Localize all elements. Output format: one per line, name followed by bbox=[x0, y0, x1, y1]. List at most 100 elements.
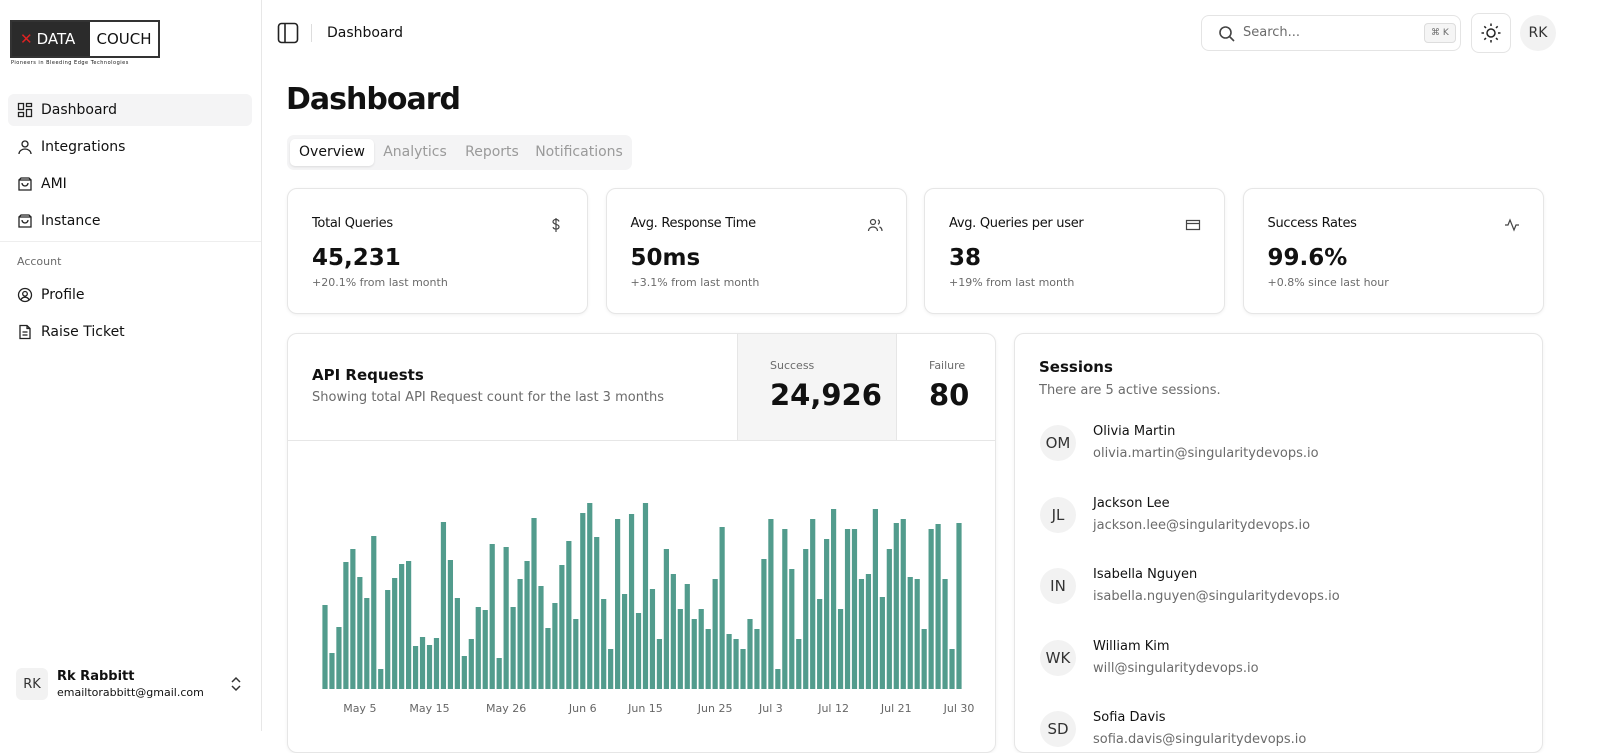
bar bbox=[496, 658, 502, 689]
panel-title: Sessions bbox=[1039, 358, 1113, 376]
bar bbox=[412, 646, 419, 689]
nav-item[interactable]: Instance bbox=[41, 213, 101, 229]
breadcrumb[interactable]: Dashboard bbox=[327, 25, 403, 41]
nav-item[interactable]: Integrations bbox=[41, 139, 126, 155]
bar bbox=[608, 649, 614, 689]
bar bbox=[907, 577, 913, 689]
session-email: olivia.martin@singularitydevops.io bbox=[1093, 446, 1319, 461]
bar bbox=[482, 610, 488, 689]
nav-icon bbox=[18, 177, 32, 191]
stat-icon bbox=[867, 218, 883, 232]
user-avatar: RK bbox=[16, 668, 48, 700]
sidebar-toggle[interactable] bbox=[277, 22, 299, 44]
bar bbox=[761, 559, 767, 689]
bar bbox=[350, 549, 356, 689]
bar bbox=[392, 578, 398, 689]
session-name: Isabella Nguyen bbox=[1093, 567, 1198, 582]
theme-toggle[interactable] bbox=[1471, 13, 1511, 53]
tab[interactable]: Notifications bbox=[535, 144, 623, 160]
stat-card: Avg. Response Time 50ms +3.1% from last mo… bbox=[605, 188, 907, 314]
bar bbox=[615, 519, 621, 689]
x-tick-label: May 26 bbox=[486, 702, 526, 715]
tab[interactable]: Reports bbox=[465, 144, 519, 160]
bar bbox=[810, 519, 816, 689]
bar bbox=[364, 598, 370, 689]
x-tick-label: Jul 21 bbox=[880, 702, 912, 715]
x-tick-label: May 5 bbox=[343, 702, 376, 715]
bar bbox=[399, 564, 405, 689]
success-box[interactable] bbox=[737, 334, 896, 440]
user-email: emailtorabbitt@gmail.com bbox=[57, 686, 204, 699]
bar bbox=[454, 598, 460, 689]
panel-title: API Requests bbox=[312, 366, 424, 384]
divider bbox=[288, 440, 995, 441]
tab[interactable]: Analytics bbox=[383, 144, 447, 160]
bar bbox=[357, 577, 363, 689]
bar bbox=[789, 569, 795, 689]
bar bbox=[893, 523, 899, 689]
header-avatar[interactable]: RK bbox=[1520, 15, 1556, 51]
panel-subtitle: Showing total API Request count for the … bbox=[312, 390, 665, 405]
bar bbox=[768, 519, 774, 689]
page-title: Dashboard bbox=[286, 82, 461, 117]
bar bbox=[545, 628, 551, 689]
bar bbox=[670, 574, 676, 689]
metric-label: Failure bbox=[929, 359, 966, 372]
bar bbox=[872, 509, 878, 689]
bar bbox=[447, 560, 454, 689]
bar bbox=[782, 529, 788, 689]
bar bbox=[747, 619, 753, 689]
bar bbox=[851, 529, 858, 689]
bar bbox=[865, 574, 872, 689]
bar bbox=[524, 561, 530, 689]
nav-item[interactable]: Dashboard bbox=[41, 102, 117, 118]
nav-item[interactable]: Profile bbox=[41, 287, 85, 303]
x-tick-label: Jun 6 bbox=[568, 702, 597, 715]
bar bbox=[580, 513, 586, 689]
bar bbox=[837, 609, 844, 689]
bar bbox=[621, 594, 628, 689]
session-email: jackson.lee@singularitydevops.io bbox=[1093, 517, 1311, 533]
session-name: William Kim bbox=[1093, 638, 1170, 654]
bar bbox=[440, 522, 447, 689]
session-name: Olivia Martin bbox=[1093, 424, 1176, 439]
metric-value: 80 bbox=[929, 378, 970, 412]
nav-item[interactable]: AMI bbox=[41, 176, 67, 192]
bar bbox=[844, 529, 851, 689]
search-box[interactable]: Search... ⌘ K bbox=[1201, 15, 1461, 51]
nav-item[interactable]: Raise Ticket bbox=[41, 324, 125, 340]
bar bbox=[628, 514, 635, 689]
stat-label: Avg. Response Time bbox=[630, 216, 757, 231]
bar bbox=[336, 627, 342, 689]
bar bbox=[461, 656, 467, 689]
stat-icon bbox=[1185, 219, 1201, 231]
bar bbox=[538, 586, 544, 689]
tab[interactable]: Overview bbox=[290, 139, 374, 166]
session-email: isabella.nguyen@singularitydevops.io bbox=[1093, 589, 1340, 604]
failure-box[interactable] bbox=[896, 334, 995, 440]
shortcut: ⌘ K bbox=[1424, 23, 1456, 43]
x-tick-label: Jun 15 bbox=[627, 702, 663, 715]
bar bbox=[858, 579, 865, 689]
stat-label: Avg. Queries per user bbox=[949, 216, 1084, 231]
bar bbox=[419, 637, 426, 689]
stat-value: 38 bbox=[949, 245, 982, 271]
stat-note: +0.8% since last hour bbox=[1267, 276, 1389, 289]
bar bbox=[649, 589, 656, 689]
bar bbox=[587, 503, 593, 689]
bar bbox=[635, 613, 642, 689]
stat-label: Success Rates bbox=[1267, 216, 1357, 231]
bar bbox=[956, 523, 962, 689]
bar bbox=[928, 529, 934, 689]
nav-icon bbox=[17, 287, 33, 303]
bar bbox=[691, 619, 697, 689]
bar bbox=[642, 503, 649, 689]
bar bbox=[378, 669, 384, 689]
nav-icon bbox=[18, 214, 32, 228]
bar bbox=[329, 653, 335, 689]
section-label: Account bbox=[17, 255, 62, 268]
panel-subtitle: There are 5 active sessions. bbox=[1039, 383, 1221, 398]
metric-label: Success bbox=[770, 359, 815, 372]
logo: ✕ DATA COUCH bbox=[10, 20, 160, 58]
user-menu[interactable] bbox=[229, 676, 243, 692]
